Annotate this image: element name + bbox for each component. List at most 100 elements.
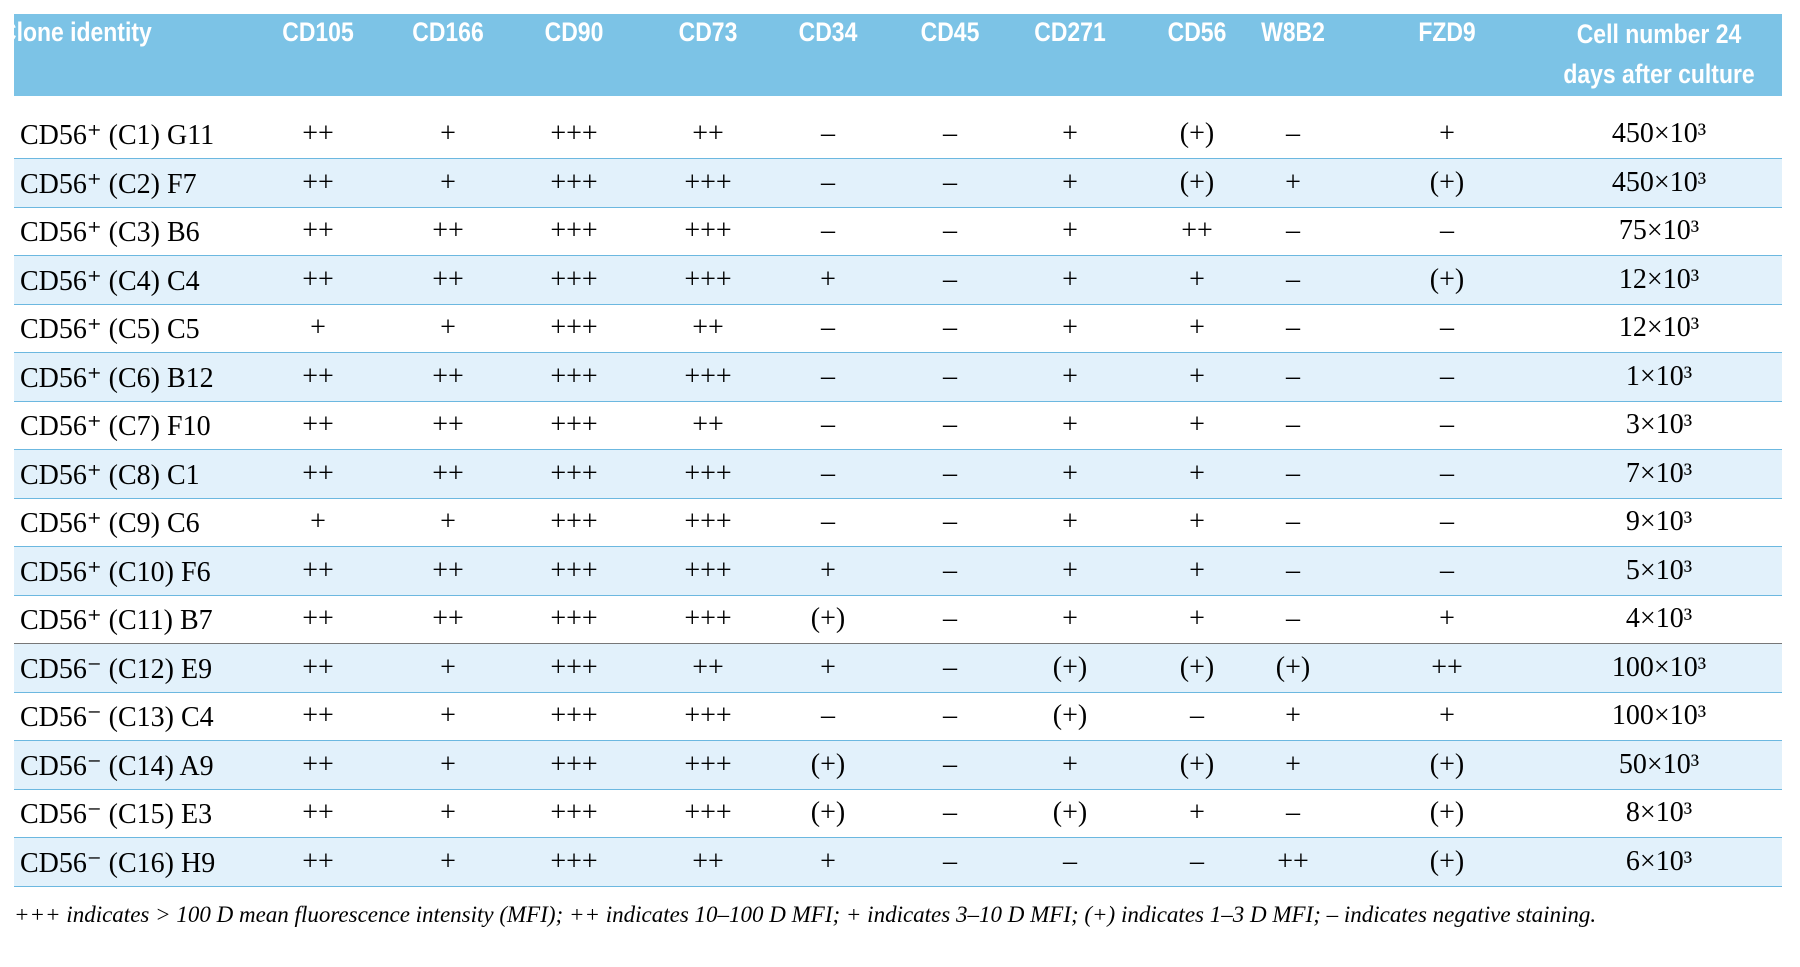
cell: + xyxy=(1189,457,1205,489)
cell: ++ xyxy=(432,554,464,586)
cell: +++ xyxy=(550,409,598,440)
cell: +++ xyxy=(550,651,598,683)
cell: – xyxy=(821,360,835,392)
cell: +++ xyxy=(550,506,598,537)
header-cell: CD45 xyxy=(920,17,980,47)
cell: +++ xyxy=(684,797,732,828)
table-row xyxy=(14,692,1782,741)
cell: + xyxy=(440,700,456,731)
cell: – xyxy=(1286,360,1300,392)
footnote: +++ indicates > 100 D mean fluorescence … xyxy=(14,902,1597,927)
cell: (+) xyxy=(1429,263,1465,295)
cell: +++ xyxy=(684,166,732,198)
cell: +++ xyxy=(684,700,732,731)
cell: + xyxy=(1062,215,1078,246)
cell: (+) xyxy=(810,603,846,634)
clone-id: CD56⁻ (C14) A9 xyxy=(20,750,214,782)
cell: – xyxy=(821,506,835,537)
cell: 7×10³ xyxy=(1625,457,1693,489)
cell: ++ xyxy=(432,457,464,489)
clone-id: CD56⁺ (C9) C6 xyxy=(20,508,200,539)
cell: + xyxy=(820,263,836,295)
cell: (+) xyxy=(810,748,846,780)
cell: + xyxy=(1062,360,1078,392)
clone-id: CD56⁺ (C2) F7 xyxy=(20,168,197,200)
cell: – xyxy=(943,457,957,489)
cell: ++ xyxy=(1431,651,1463,683)
header-cell: CD34 xyxy=(798,17,858,47)
clone-id: CD56⁺ (C8) C1 xyxy=(20,459,200,491)
cell: + xyxy=(1189,263,1205,295)
cell: + xyxy=(820,845,836,877)
cell: +++ xyxy=(684,748,732,780)
clone-id: CD56⁻ (C16) H9 xyxy=(20,847,216,879)
cell: ++ xyxy=(692,845,724,877)
cell: (+) xyxy=(1429,748,1465,780)
cell: 5×10³ xyxy=(1625,554,1693,586)
cell: + xyxy=(1189,797,1205,828)
cell: – xyxy=(1286,506,1300,537)
cell: +++ xyxy=(550,748,598,780)
cell: + xyxy=(440,118,456,149)
cell: – xyxy=(943,312,957,343)
cell: + xyxy=(1062,748,1078,780)
cell: – xyxy=(1286,118,1300,149)
cell: (+) xyxy=(1275,651,1311,683)
cell: +++ xyxy=(550,312,598,343)
cell: (+) xyxy=(1179,118,1215,149)
cell: – xyxy=(821,215,835,246)
cell: +++ xyxy=(550,457,598,489)
cell: 9×10³ xyxy=(1625,506,1693,537)
cell: +++ xyxy=(550,166,598,198)
cell: + xyxy=(1062,118,1078,149)
cell: (+) xyxy=(1429,166,1465,198)
cell: ++ xyxy=(432,360,464,392)
header-cell: W8B2 xyxy=(1261,17,1325,47)
cell: ++ xyxy=(302,409,334,440)
cell: – xyxy=(821,166,835,198)
cell: +++ xyxy=(684,360,732,392)
cell: – xyxy=(1063,845,1077,877)
cell: + xyxy=(1062,506,1078,537)
cell: + xyxy=(440,506,456,537)
cell: – xyxy=(1190,700,1204,731)
cell: ++ xyxy=(302,360,334,392)
cell: 450×10³ xyxy=(1611,118,1707,149)
cell: – xyxy=(1286,797,1300,828)
cell: (+) xyxy=(1179,748,1215,780)
cell: +++ xyxy=(550,118,598,149)
cell: ++ xyxy=(302,215,334,246)
cell: 450×10³ xyxy=(1611,166,1707,198)
cell: – xyxy=(1440,312,1454,343)
table-row xyxy=(14,401,1782,450)
cell: – xyxy=(943,166,957,198)
table-row xyxy=(14,207,1782,256)
cell: 100×10³ xyxy=(1611,700,1707,731)
cell: +++ xyxy=(550,554,598,586)
cell: +++ xyxy=(550,603,598,634)
table-row xyxy=(14,304,1782,353)
cell: (+) xyxy=(1429,845,1465,877)
cell: ++ xyxy=(432,409,464,440)
cell: ++ xyxy=(302,118,334,149)
clone-id: CD56⁻ (C15) E3 xyxy=(20,799,213,830)
cell: 75×10³ xyxy=(1618,215,1700,246)
cell: + xyxy=(1062,263,1078,295)
cell: + xyxy=(1439,700,1455,731)
cell: – xyxy=(821,118,835,149)
cell: + xyxy=(440,166,456,198)
clone-id: CD56⁺ (C3) B6 xyxy=(20,217,200,248)
cell: + xyxy=(1189,603,1205,634)
table-row xyxy=(14,449,1782,499)
cell: (+) xyxy=(1429,797,1465,828)
cell: ++ xyxy=(302,603,334,634)
table-row xyxy=(14,498,1782,547)
cell: +++ xyxy=(550,797,598,828)
header-cell: CD271 xyxy=(1034,17,1106,47)
cell: ++ xyxy=(302,457,334,489)
cell: ++ xyxy=(302,166,334,198)
table-row xyxy=(14,595,1782,646)
cell: + xyxy=(1285,748,1301,780)
cell: +++ xyxy=(550,215,598,246)
cell: + xyxy=(1189,409,1205,440)
